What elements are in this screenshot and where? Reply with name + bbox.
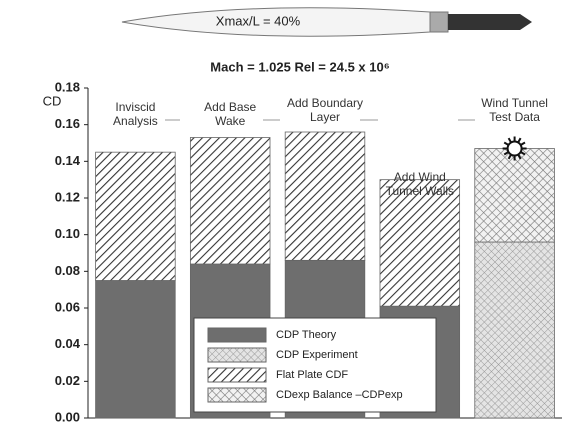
legend-swatch	[207, 387, 267, 403]
y-tick-label: 0.08	[55, 263, 80, 278]
bar-segment	[379, 179, 461, 307]
bar-segment	[95, 280, 176, 419]
y-tick-label: 0.16	[55, 116, 80, 131]
y-tick-label: 0.12	[55, 189, 80, 204]
y-axis-label: CD	[43, 93, 62, 108]
y-tick-label: 0.02	[55, 373, 80, 388]
legend-swatch	[207, 347, 267, 363]
bar-segment	[95, 151, 176, 281]
y-tick-label: 0.14	[55, 153, 81, 168]
header-label: Xmax/L = 40%	[216, 13, 301, 28]
legend-label: CDexp Balance –CDPexp	[276, 389, 403, 401]
bar-segment	[474, 148, 555, 243]
legend-label: Flat Plate CDF	[276, 369, 348, 381]
y-tick-label: 0.04	[55, 336, 81, 351]
bar-segment	[189, 137, 271, 265]
test-data-marker	[502, 136, 527, 161]
bar-segment	[474, 241, 555, 419]
legend-swatch	[207, 367, 267, 383]
marker-core	[506, 140, 523, 157]
chart-title: Mach = 1.025 Rel = 24.5 x 10⁶	[210, 59, 389, 74]
category-label: Inviscid Analysis	[113, 100, 158, 128]
category-label: Add Boundary Layer	[287, 96, 363, 124]
bar-segment	[284, 131, 366, 261]
legend-label: CDP Theory	[276, 329, 337, 341]
y-tick-label: 0.00	[55, 409, 80, 424]
category-label: Add Base Wake	[204, 100, 256, 128]
legend-label: CDP Experiment	[276, 349, 358, 361]
y-tick-label: 0.06	[55, 299, 80, 314]
y-tick-label: 0.10	[55, 226, 80, 241]
category-label: Wind Tunnel Test Data	[481, 96, 548, 124]
category-label: Add Wind Tunnel Walls	[386, 170, 454, 198]
legend-swatch	[207, 327, 267, 343]
y-tick-label: 0.18	[55, 79, 80, 94]
airfoil	[121, 7, 532, 37]
